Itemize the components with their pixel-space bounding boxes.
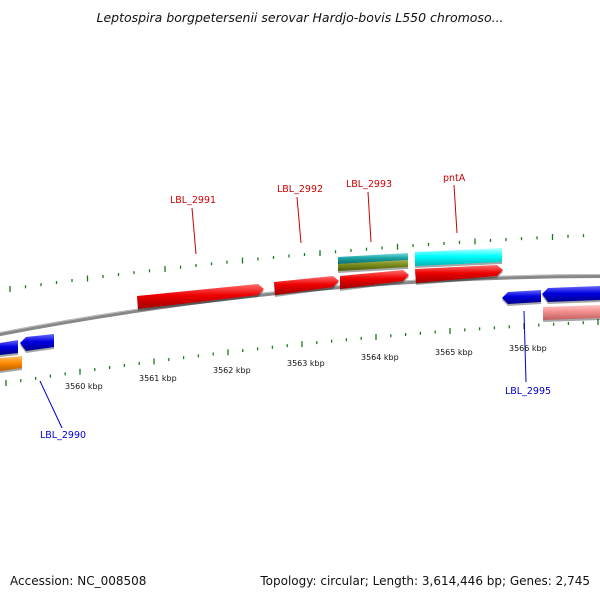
gene-arrow-lbl-2992[interactable] bbox=[274, 276, 339, 297]
reverse-label-lines bbox=[39, 310, 527, 429]
gene-bar-orange[interactable] bbox=[0, 356, 22, 373]
gene-label-pnta[interactable]: pntA bbox=[443, 173, 466, 184]
gene-arrow-pnta[interactable] bbox=[415, 265, 503, 285]
gene-arrow-reverse-3[interactable] bbox=[20, 334, 54, 353]
scale-label-3560: 3560 kbp bbox=[65, 382, 103, 391]
scale-labels: 3560 kbp 3561 kbp 3562 kbp 3563 kbp 3564… bbox=[65, 344, 547, 391]
accession-text: Accession: NC_008508 bbox=[10, 574, 147, 588]
gene-bar-pink[interactable] bbox=[543, 305, 600, 322]
scale-label-3561: 3561 kbp bbox=[139, 374, 177, 383]
scale-label-3563: 3563 kbp bbox=[287, 359, 325, 368]
forward-label-lines bbox=[191, 184, 458, 255]
gene-label-lbl-2991[interactable]: LBL_2991 bbox=[170, 195, 216, 206]
scale-label-3566: 3566 kbp bbox=[509, 344, 547, 353]
gene-bar-cyan[interactable] bbox=[415, 248, 502, 268]
gene-label-lbl-2990[interactable]: LBL_2990 bbox=[40, 430, 86, 441]
gene-label-lbl-2992[interactable]: LBL_2992 bbox=[277, 184, 323, 195]
inner-tick-track bbox=[5, 319, 599, 386]
gene-bar-olive[interactable] bbox=[338, 260, 408, 273]
gene-arrow-lbl-2990[interactable] bbox=[0, 340, 18, 357]
topology-text: Topology: circular; Length: 3,614,446 bp… bbox=[260, 574, 590, 588]
gene-arrow-lbl-2991[interactable] bbox=[137, 284, 264, 311]
scale-label-3564: 3564 kbp bbox=[361, 353, 399, 362]
map-title: Leptospira borgpetersenii serovar Hardjo… bbox=[96, 10, 504, 25]
outer-tick-track bbox=[9, 234, 585, 292]
gene-labels: LBL_2991 LBL_2992 LBL_2993 pntA LBL_2990… bbox=[40, 173, 551, 441]
scale-label-3562: 3562 kbp bbox=[213, 366, 251, 375]
gene-arrow-lbl-2993[interactable] bbox=[340, 270, 409, 291]
gene-label-lbl-2993[interactable]: LBL_2993 bbox=[346, 179, 392, 190]
gene-label-lbl-2995[interactable]: LBL_2995 bbox=[505, 386, 551, 397]
gene-arrow-reverse-2[interactable] bbox=[542, 286, 600, 304]
scale-label-3565: 3565 kbp bbox=[435, 348, 473, 357]
gene-arrow-lbl-2995[interactable] bbox=[502, 290, 541, 306]
